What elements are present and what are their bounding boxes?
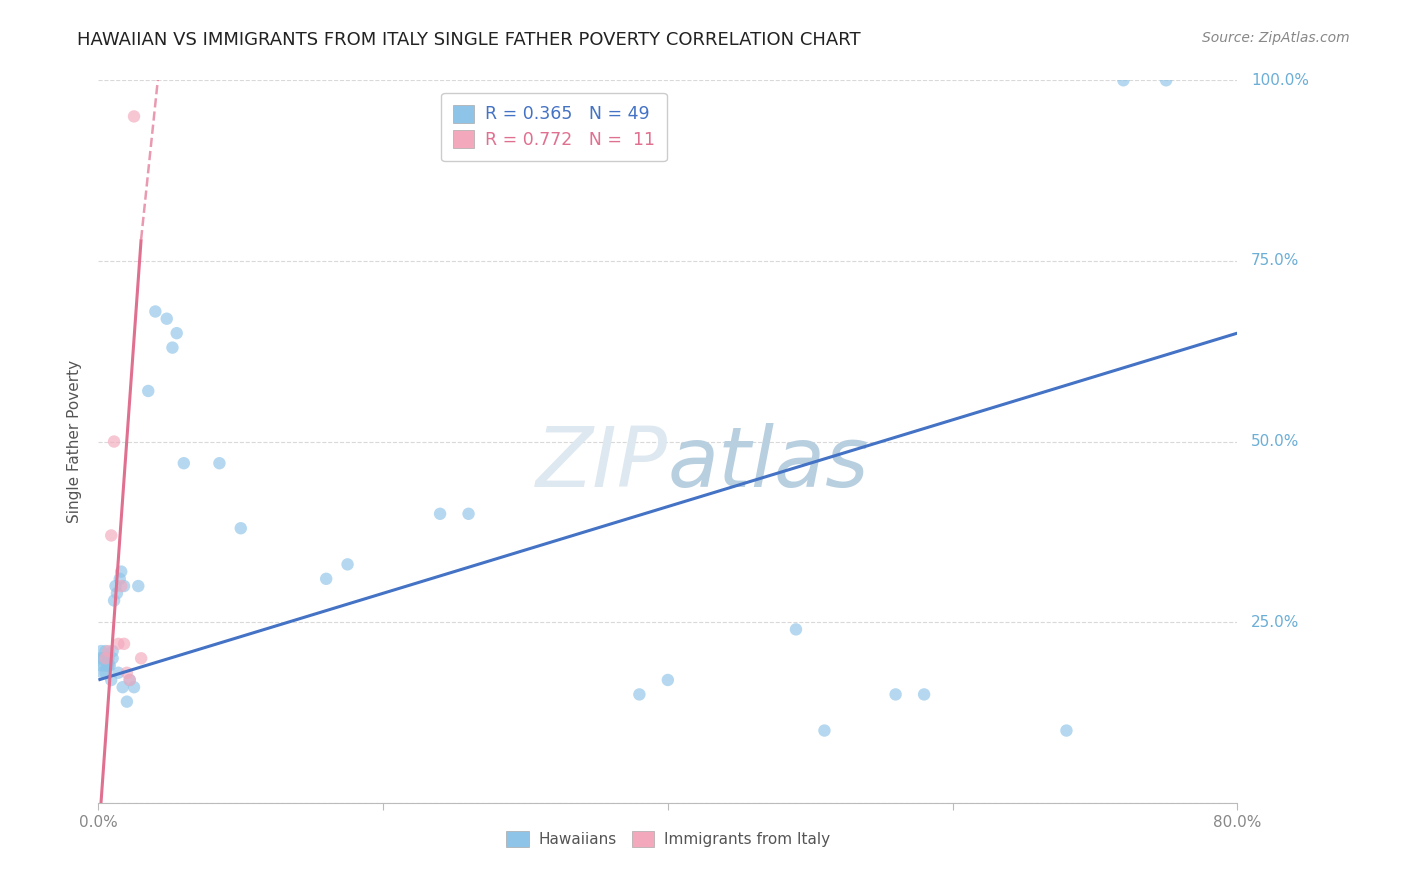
Text: 25.0%: 25.0% xyxy=(1251,615,1299,630)
Point xyxy=(96,658,118,673)
Point xyxy=(90,658,112,673)
Point xyxy=(122,110,145,124)
Text: HAWAIIAN VS IMMIGRANTS FROM ITALY SINGLE FATHER POVERTY CORRELATION CHART: HAWAIIAN VS IMMIGRANTS FROM ITALY SINGLE… xyxy=(77,31,860,49)
Point xyxy=(112,579,135,593)
Point xyxy=(104,579,127,593)
Point xyxy=(97,651,120,665)
Text: atlas: atlas xyxy=(668,423,869,504)
Point xyxy=(91,651,114,665)
Point xyxy=(94,644,117,658)
Point xyxy=(103,434,125,449)
Point xyxy=(115,695,138,709)
Point xyxy=(127,579,149,593)
Point xyxy=(315,572,337,586)
Point xyxy=(173,456,195,470)
Point xyxy=(145,304,167,318)
Point xyxy=(912,687,935,701)
Point xyxy=(628,687,651,701)
Text: ZIP: ZIP xyxy=(536,423,668,504)
Point xyxy=(1112,73,1135,87)
Point xyxy=(93,651,115,665)
Point xyxy=(162,341,184,355)
Point xyxy=(813,723,835,738)
Point xyxy=(785,623,807,637)
Point xyxy=(112,637,135,651)
Point xyxy=(105,586,128,600)
Point xyxy=(89,651,111,665)
Point xyxy=(208,456,231,470)
Text: 75.0%: 75.0% xyxy=(1251,253,1299,268)
Point xyxy=(156,311,179,326)
Y-axis label: Single Father Poverty: Single Father Poverty xyxy=(67,360,83,523)
Point xyxy=(103,593,125,607)
Text: 100.0%: 100.0% xyxy=(1251,73,1309,87)
Point xyxy=(107,665,129,680)
Point xyxy=(110,579,132,593)
Point xyxy=(110,565,132,579)
Point xyxy=(136,384,159,398)
Point xyxy=(457,507,479,521)
Point xyxy=(101,644,124,658)
Point xyxy=(94,651,117,665)
Point xyxy=(98,658,121,673)
Point xyxy=(107,637,129,651)
Point xyxy=(166,326,188,340)
Point xyxy=(429,507,451,521)
Point xyxy=(97,644,120,658)
Point xyxy=(1154,73,1177,87)
Text: Source: ZipAtlas.com: Source: ZipAtlas.com xyxy=(1202,31,1350,45)
Point xyxy=(93,658,115,673)
Point xyxy=(111,680,134,694)
Point xyxy=(884,687,907,701)
Point xyxy=(336,558,359,572)
Point xyxy=(101,651,124,665)
Point xyxy=(100,528,122,542)
Point xyxy=(91,665,114,680)
Point xyxy=(118,673,141,687)
Point xyxy=(129,651,152,665)
Point xyxy=(229,521,252,535)
Text: 50.0%: 50.0% xyxy=(1251,434,1299,449)
Point xyxy=(100,673,122,687)
Point xyxy=(657,673,679,687)
Point xyxy=(115,665,138,680)
Point xyxy=(90,644,112,658)
Point xyxy=(118,673,141,687)
Point xyxy=(1056,723,1078,738)
Point xyxy=(108,572,131,586)
Point xyxy=(97,658,120,673)
Point xyxy=(94,665,117,680)
Point xyxy=(122,680,145,694)
Legend: Hawaiians, Immigrants from Italy: Hawaiians, Immigrants from Italy xyxy=(499,825,837,853)
